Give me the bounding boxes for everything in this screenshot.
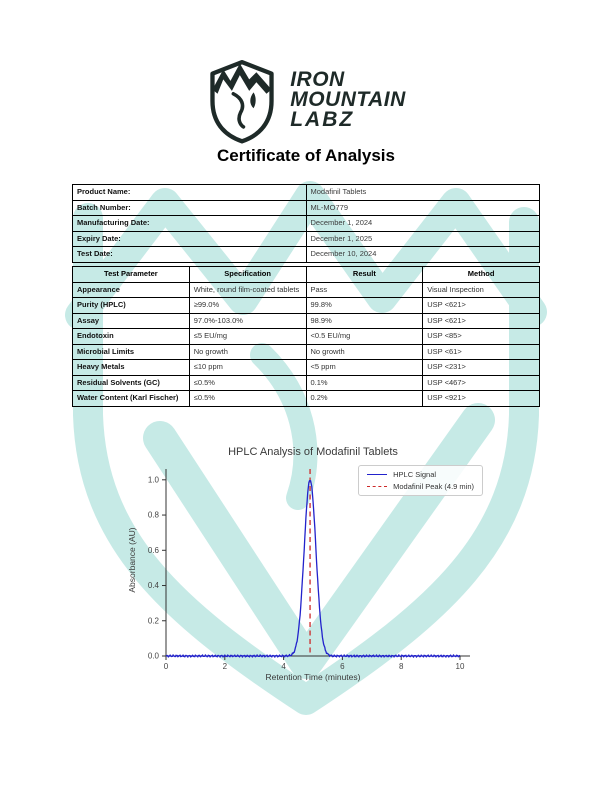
legend-line-sample-solid: [367, 474, 388, 475]
legend-label: HPLC Signal: [393, 470, 437, 479]
cell-result: Pass: [305, 281, 424, 298]
cell-result: 0.2%: [305, 390, 424, 407]
y-tick-label: 0.4: [148, 581, 160, 590]
product-info-table: Product Name: Modafinil Tablets Batch Nu…: [72, 184, 540, 263]
field-label: Batch Number:: [72, 199, 307, 216]
cell-method: USP <231>: [422, 359, 540, 376]
cell-result: 99.8%: [305, 297, 424, 314]
cell-parameter: Heavy Metals: [72, 359, 190, 376]
logo-wordmark: IRON MOUNTAIN LABZ: [290, 68, 406, 131]
y-tick-label: 1.0: [148, 475, 160, 484]
table-row: Expiry Date: December 1, 2025: [72, 230, 540, 247]
y-tick-label: 0.0: [148, 652, 160, 661]
field-label: Manufacturing Date:: [72, 215, 307, 232]
cell-specification: ≤0.5%: [188, 374, 307, 391]
cell-result: <0.5 EU/mg: [305, 328, 424, 345]
chart-legend: HPLC Signal Modafinil Peak (4.9 min): [358, 465, 483, 496]
cell-parameter: Water Content (Karl Fischer): [72, 390, 190, 407]
cell-result: 98.9%: [305, 312, 424, 329]
x-tick-label: 6: [340, 662, 345, 671]
cell-method: USP <85>: [422, 328, 540, 345]
column-header: Method: [422, 266, 540, 283]
cell-specification: 97.0%-103.0%: [188, 312, 307, 329]
table-row: Manufacturing Date: December 1, 2024: [72, 215, 540, 232]
cell-parameter: Purity (HPLC): [72, 297, 190, 314]
cell-result: 0.1%: [305, 374, 424, 391]
cell-specification: ≥99.0%: [188, 297, 307, 314]
legend-entry-peak: Modafinil Peak (4.9 min): [367, 482, 474, 491]
cell-specification: ≤5 EU/mg: [188, 328, 307, 345]
cell-parameter: Residual Solvents (GC): [72, 374, 190, 391]
cell-parameter: Microbial Limits: [72, 343, 190, 360]
table-row: Batch Number: ML-MO779: [72, 199, 540, 216]
chart-x-axis-label: Retention Time (minutes): [265, 672, 361, 682]
cell-parameter: Assay: [72, 312, 190, 329]
cell-specification: ≤0.5%: [188, 390, 307, 407]
column-header: Test Parameter: [72, 266, 190, 283]
cell-method: Visual Inspection: [422, 281, 540, 298]
chart-plot-area: 0 2 4 6 8 10 0.0 0.2 0.4 0.6 0.8 1.0: [148, 469, 470, 671]
table-row: Assay 97.0%-103.0% 98.9% USP <621>: [72, 312, 540, 329]
field-label: Product Name:: [72, 184, 307, 201]
x-tick-label: 10: [456, 662, 465, 671]
table-header-row: Test Parameter Specification Result Meth…: [72, 266, 540, 283]
table-row: Appearance White, round film-coated tabl…: [72, 281, 540, 298]
chart-y-axis-label: Absorbance (AU): [127, 527, 137, 593]
x-tick-label: 8: [399, 662, 404, 671]
logo-line-iron: IRON: [290, 68, 345, 91]
hplc-chart: HPLC Analysis of Modafinil Tablets Absor…: [120, 443, 486, 693]
cell-specification: White, round film-coated tablets: [188, 281, 307, 298]
y-tick-label: 0.8: [148, 511, 160, 520]
cell-specification: ≤10 ppm: [188, 359, 307, 376]
field-value: December 10, 2024: [305, 246, 540, 263]
y-tick-label: 0.2: [148, 616, 160, 625]
cell-parameter: Endotoxin: [72, 328, 190, 345]
field-value: December 1, 2025: [305, 230, 540, 247]
column-header: Result: [305, 266, 424, 283]
logo-line-mountain: MOUNTAIN: [290, 87, 406, 111]
column-header: Specification: [188, 266, 307, 283]
cell-result: <5 ppm: [305, 359, 424, 376]
mountain-shield-icon: [210, 59, 274, 144]
table-row: Heavy Metals ≤10 ppm <5 ppm USP <231>: [72, 359, 540, 376]
cell-method: USP <921>: [422, 390, 540, 407]
field-value: December 1, 2024: [305, 215, 540, 232]
logo-line-labz: LABZ: [290, 107, 355, 131]
field-label: Test Date:: [72, 246, 307, 263]
test-results-table: Test Parameter Specification Result Meth…: [72, 266, 540, 407]
table-row: Purity (HPLC) ≥99.0% 99.8% USP <621>: [72, 297, 540, 314]
legend-label: Modafinil Peak (4.9 min): [393, 482, 474, 491]
field-value: ML-MO779: [305, 199, 540, 216]
field-label: Expiry Date:: [72, 230, 307, 247]
table-row: Water Content (Karl Fischer) ≤0.5% 0.2% …: [72, 390, 540, 407]
cell-method: USP <621>: [422, 312, 540, 329]
table-row: Microbial Limits No growth No growth USP…: [72, 343, 540, 360]
x-tick-label: 2: [223, 662, 228, 671]
cell-specification: No growth: [188, 343, 307, 360]
y-tick-label: 0.6: [148, 546, 160, 555]
document-title: Certificate of Analysis: [217, 146, 395, 165]
cell-method: USP <621>: [422, 297, 540, 314]
field-value: Modafinil Tablets: [305, 184, 540, 201]
chart-title: HPLC Analysis of Modafinil Tablets: [228, 446, 398, 458]
legend-entry-signal: HPLC Signal: [367, 470, 474, 479]
cell-method: USP <467>: [422, 374, 540, 391]
legend-line-sample-dashed: [367, 486, 388, 487]
x-tick-label: 0: [164, 662, 169, 671]
cell-result: No growth: [305, 343, 424, 360]
table-row: Residual Solvents (GC) ≤0.5% 0.1% USP <4…: [72, 374, 540, 391]
logo: IRON MOUNTAIN LABZ: [0, 56, 612, 146]
cell-parameter: Appearance: [72, 281, 190, 298]
cell-method: USP <61>: [422, 343, 540, 360]
hplc-signal-curve: [165, 479, 461, 658]
x-tick-label: 4: [281, 662, 286, 671]
table-row: Endotoxin ≤5 EU/mg <0.5 EU/mg USP <85>: [72, 328, 540, 345]
table-row: Product Name: Modafinil Tablets: [72, 184, 540, 201]
table-row: Test Date: December 10, 2024: [72, 246, 540, 263]
